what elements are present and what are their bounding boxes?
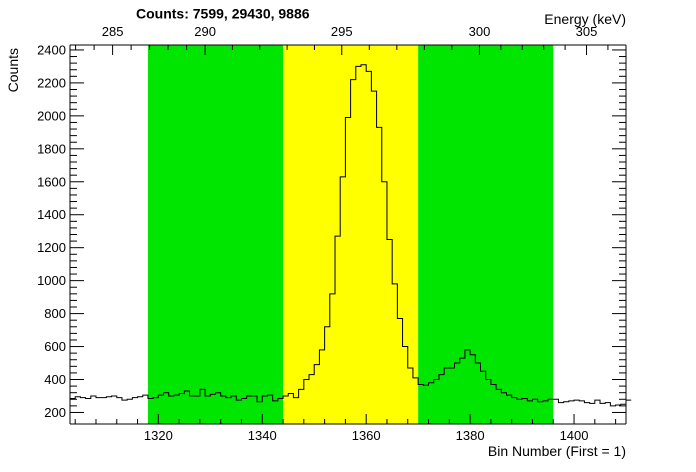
y-tick-label: 400 (44, 372, 66, 387)
y-tick-label: 600 (44, 339, 66, 354)
energy-axis-title: Energy (keV) (544, 11, 626, 27)
x-tick-label: 1400 (560, 428, 589, 443)
y-tick-label: 1000 (37, 273, 66, 288)
y-tick-label: 1800 (37, 141, 66, 156)
energy-tick-label: 285 (102, 24, 124, 39)
histogram-line (70, 64, 632, 407)
axes-layer: 1320 1340 1360 1380 1400 200 400 600 800 1000 1200… (37, 24, 627, 443)
labels-layer: Counts: 7599, 29430, 9886 Energy (keV) B… (5, 6, 626, 460)
region-background-left (147, 45, 284, 424)
y-tick-label: 1600 (37, 174, 66, 189)
x-tick-label: 1360 (352, 428, 381, 443)
y-axis-title: Counts (5, 48, 21, 92)
region-background-right (418, 45, 554, 424)
y-tick-label: 1200 (37, 240, 66, 255)
x-axis-title: Bin Number (First = 1) (488, 443, 626, 459)
y-tick-label: 1400 (37, 207, 66, 222)
energy-tick-label: 305 (576, 24, 598, 39)
x-tick-label: 1340 (248, 428, 277, 443)
y-tick-label: 200 (44, 405, 66, 420)
series-layer (70, 64, 632, 407)
y-tick-label: 2000 (37, 108, 66, 123)
energy-tick-label: 300 (469, 24, 491, 39)
energy-tick-label: 295 (331, 24, 353, 39)
y-tick-label: 800 (44, 306, 66, 321)
x-tick-label: 1380 (456, 428, 485, 443)
x-tick-label: 1320 (144, 428, 173, 443)
energy-tick-label: 290 (194, 24, 216, 39)
y-tick-label: 2400 (37, 42, 66, 57)
chart-title: Counts: 7599, 29430, 9886 (136, 6, 310, 22)
y-tick-label: 2200 (37, 75, 66, 90)
